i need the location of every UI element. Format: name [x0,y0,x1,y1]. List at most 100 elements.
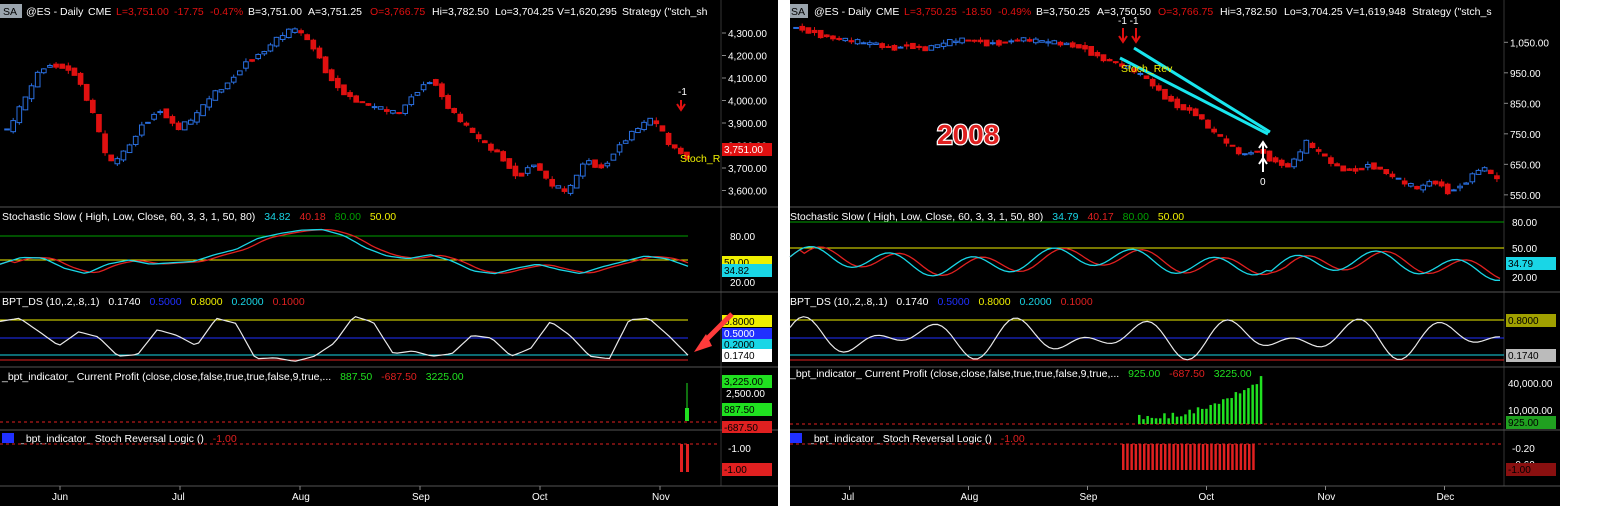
candle [867,42,873,46]
profit-bar [1201,408,1204,424]
profit-bar [1259,376,1263,424]
candle [598,164,605,169]
profit-bar [1184,414,1187,424]
profit-axis-2500: 2,500.00 [726,389,765,400]
candle [1026,39,1033,42]
candle [1321,153,1328,157]
sa-tag[interactable] [790,4,808,18]
candle [823,34,830,38]
profit-bar [1238,393,1242,424]
candle [573,174,580,189]
candle [230,76,237,83]
rev-bar [1210,444,1213,470]
trend-line-upper [1119,56,1269,136]
candle [1192,108,1199,117]
candle [1371,162,1377,170]
candle [671,144,678,149]
candle [799,25,806,31]
candle [953,40,959,43]
candle [175,122,182,131]
candle [1033,38,1039,44]
candle [1039,40,1045,43]
price-tick-label: 650.00 [1510,160,1541,171]
candle [811,29,818,34]
bpt-08-marker-label: 0.8000 [724,317,755,328]
candle [359,101,366,104]
candle [928,45,935,51]
last-price-marker-label: 3,751.00 [724,145,763,156]
candle [1217,134,1224,137]
rev-bar [1159,444,1163,470]
candle [377,106,384,110]
price-tick-label: 950.00 [1510,69,1541,80]
candle [1125,65,1131,69]
right-price-axis: 1,050.00 950.00 850.00 750.00 650.00 550.00 [1504,38,1549,202]
bpt-marker [722,349,772,362]
candle [1285,163,1291,168]
symbol-label: @ES - Daily [26,6,84,18]
profit-bar [685,408,689,421]
month-label: Jun [52,492,68,503]
candle [1082,45,1088,50]
candle [530,164,537,168]
candle [132,135,139,145]
candle [1469,173,1476,183]
candle [1137,72,1144,75]
price-change: -18.50 [962,6,992,18]
exchange-label: CME [876,6,899,18]
bpt-08-marker-label: 0.8000 [1508,316,1539,327]
candle [1315,149,1322,152]
candle [1438,181,1445,187]
rev-bar [1134,444,1138,470]
profit-loss-marker-label: -687.50 [724,423,758,434]
candle [842,37,849,42]
profit-bar [1175,416,1179,424]
candle [40,68,47,74]
candle [1174,98,1181,109]
rev-bar [680,444,683,472]
candle [512,165,519,177]
price-change-pct: -0.47% [210,6,243,18]
high-price: Hi=3,782.50 [432,6,489,18]
candle [854,39,861,45]
candle [1076,44,1082,49]
candle [1008,40,1015,43]
candle [830,35,836,40]
profit-bar [1196,407,1200,424]
candle [451,107,458,113]
candle [1254,150,1260,153]
candle [1211,128,1217,133]
profit-bar [1163,413,1166,424]
price-tick-label: 4,100.00 [728,74,767,85]
candle [1383,169,1390,175]
price-change: -17.75 [174,6,204,18]
candle [592,159,598,168]
candle [616,144,623,153]
candle [206,98,213,108]
candle [341,84,347,96]
candle [1408,183,1414,187]
month-label: Sep [412,492,430,503]
candle [817,29,824,39]
candle [1463,182,1470,185]
candle [1451,189,1457,192]
candle [1352,168,1359,172]
candle [1131,68,1138,73]
profit-max-marker-label: 3,225.00 [724,377,763,388]
profit-bars [1138,376,1263,424]
signal-text: Stoch_R [680,153,721,165]
candle [383,109,390,112]
candle [1045,41,1051,44]
profit-loss-marker [722,421,772,433]
bid-price: B=3,750.25 [1036,6,1090,18]
rev-bar [1189,444,1192,470]
candle [910,42,916,50]
stoch-axis-80: 80.00 [1512,218,1537,229]
stoch-marker-label: 34.79 [1508,259,1533,270]
candle [249,59,255,62]
arrow-pointer-head-icon [694,334,712,352]
profit-bar [1234,392,1238,424]
stoch-title: Stochastic Slow ( High, Low, Close, 60, … [2,211,396,223]
sa-tag[interactable] [0,4,22,18]
candle [1395,177,1402,180]
